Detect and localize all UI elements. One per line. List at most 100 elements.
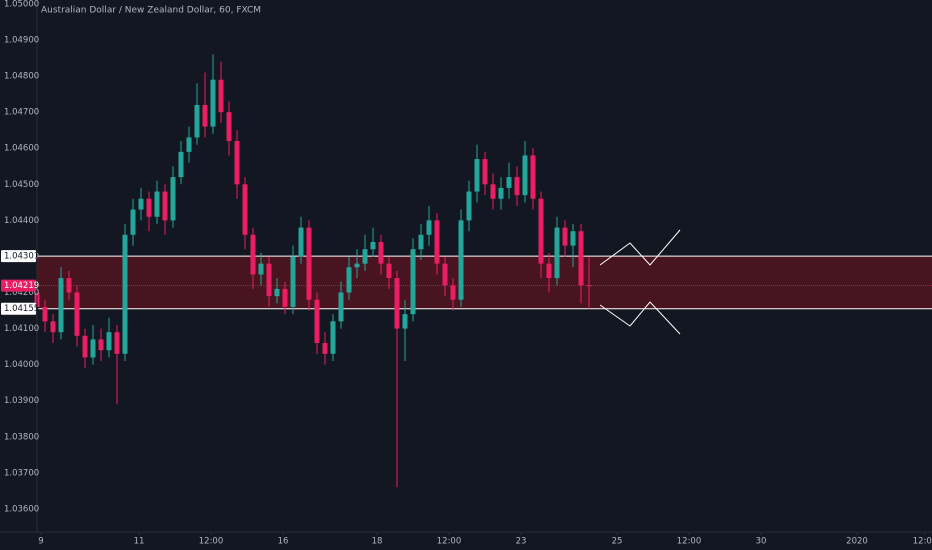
x-tick-label: 12:00	[437, 537, 462, 547]
candle-body	[402, 314, 408, 329]
zone-top-label: 1.04301	[4, 252, 39, 262]
candle-body	[298, 227, 304, 257]
x-tick-label: 12:00	[677, 537, 702, 547]
y-tick-label: 1.04800	[4, 72, 39, 82]
candle-body	[146, 198, 152, 217]
x-tick-label: 25	[612, 537, 623, 547]
y-tick-label: 1.03800	[4, 432, 39, 442]
candle-body	[362, 249, 368, 264]
y-tick-label: 1.04600	[4, 144, 39, 154]
zone-top-label-bg	[1, 250, 36, 263]
candle-body	[458, 220, 464, 300]
last-price-label: 1.04219	[4, 281, 39, 291]
candle-body	[570, 231, 576, 246]
candle-body	[474, 159, 480, 192]
candle-body	[586, 285, 592, 287]
y-tick-label: 1.04100	[4, 324, 39, 334]
candle-body	[330, 321, 336, 354]
candle-body	[346, 267, 352, 293]
candle-body	[58, 278, 64, 333]
candle-body	[562, 227, 568, 246]
candle-body	[130, 209, 136, 235]
x-tick-label: 16	[278, 537, 289, 547]
y-tick-label: 1.04000	[4, 360, 39, 370]
candle-body	[538, 198, 544, 264]
candle-body	[410, 249, 416, 315]
candle-body	[370, 242, 376, 250]
candle-body	[162, 191, 168, 221]
candle-body	[522, 155, 528, 196]
candle-body	[194, 104, 200, 138]
candle-body	[250, 234, 256, 275]
candle-body	[274, 288, 280, 297]
x-tick-label: 11	[134, 537, 145, 547]
candle-body	[178, 151, 184, 178]
candle-body	[514, 177, 520, 196]
candle-body	[578, 231, 584, 286]
y-tick-label: 1.03600	[4, 504, 39, 514]
candle-body	[98, 339, 104, 351]
x-tick-label: 30	[756, 537, 767, 547]
y-tick-label: 1.05000	[4, 0, 39, 9]
zigzag-up	[599, 229, 681, 266]
zone-bottom-label-bg	[1, 302, 36, 315]
candle-body	[378, 242, 384, 264]
candle-body	[290, 256, 296, 307]
zigzag-down	[599, 301, 681, 335]
candle-body	[434, 220, 440, 264]
candle-body	[234, 141, 240, 185]
candle-body	[426, 220, 432, 235]
candle-body	[554, 227, 560, 279]
candle-body	[498, 187, 504, 199]
candle-body	[506, 177, 512, 188]
x-tick-label: 12:00	[199, 537, 224, 547]
candle-body	[226, 112, 232, 142]
candle-body	[210, 79, 216, 127]
y-tick-label: 1.04500	[4, 180, 39, 190]
y-tick-label: 1.04200	[4, 288, 39, 298]
candle-body	[90, 339, 96, 358]
y-tick-label: 1.04700	[4, 108, 39, 118]
candle-body	[114, 332, 120, 354]
candle-body	[258, 263, 264, 275]
candle-body	[170, 177, 176, 221]
y-tick-label: 1.04400	[4, 216, 39, 226]
candle-body	[450, 285, 456, 300]
candle-body	[386, 263, 392, 279]
y-tick-label: 1.03700	[4, 468, 39, 478]
last-price-label-bg	[1, 279, 36, 292]
candle-body	[138, 198, 144, 210]
candle-body	[490, 184, 496, 199]
candle-body	[42, 306, 48, 322]
candle-body	[154, 191, 160, 217]
candle-body	[394, 278, 400, 329]
x-tick-label: 18	[372, 537, 383, 547]
x-tick-label: 23	[516, 537, 527, 547]
projection-zigzag	[599, 229, 681, 335]
candle-body	[82, 335, 88, 358]
candle-body	[482, 159, 488, 185]
candle-body	[218, 79, 224, 113]
candle-body	[106, 332, 112, 351]
candle-body	[354, 263, 360, 268]
candle-body	[186, 137, 192, 152]
candle-body	[202, 104, 208, 127]
candle-body	[242, 184, 248, 235]
candle-body	[306, 227, 312, 300]
candle-body	[530, 155, 536, 199]
x-tick-label: 2020	[846, 537, 868, 547]
candle-body	[338, 292, 344, 322]
candle-body	[66, 278, 72, 293]
candle-body	[282, 288, 288, 307]
chart-title: Australian Dollar / New Zealand Dollar, …	[41, 6, 261, 16]
candle-body	[442, 263, 448, 286]
candle-body	[74, 292, 80, 336]
zone	[37, 256, 932, 309]
candle-body	[546, 263, 552, 279]
x-tick-label: 12:00	[913, 537, 932, 547]
candle-body	[418, 234, 424, 250]
plot	[34, 54, 932, 488]
